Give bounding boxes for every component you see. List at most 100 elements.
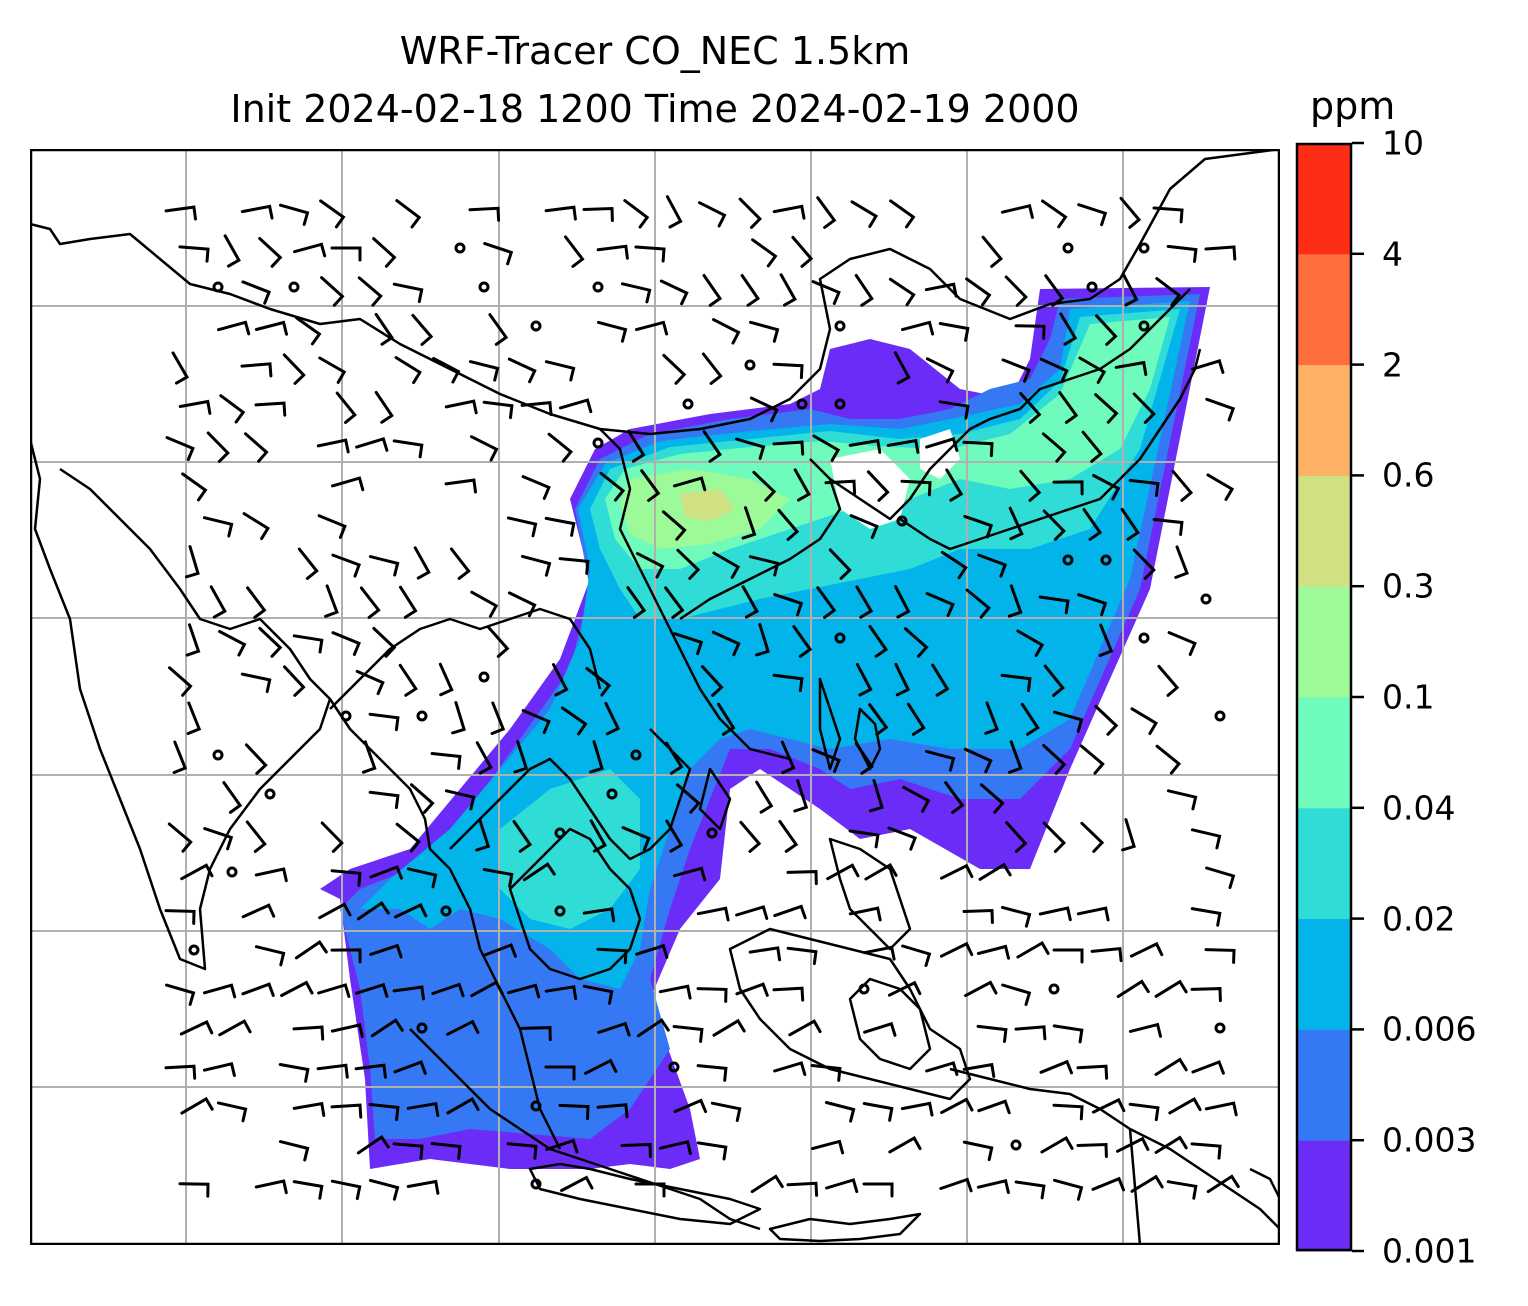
wind-barb (369, 943, 403, 959)
wind-barb (582, 206, 614, 222)
wind-barb (779, 273, 797, 307)
calm-wind-marker (896, 515, 908, 527)
wind-barb (395, 199, 422, 229)
wind-barb (178, 1182, 210, 1198)
wind-barb (925, 357, 955, 384)
wind-barb (673, 476, 707, 492)
wind-barb (468, 206, 501, 222)
wind-barb (976, 1024, 1008, 1043)
wind-barb (370, 1018, 404, 1038)
wind-barb (696, 1064, 728, 1082)
wind-barb (1007, 584, 1023, 618)
wind-barb (596, 947, 628, 965)
wind-barb (748, 946, 782, 962)
wind-barb (1205, 397, 1236, 422)
wind-barb (392, 439, 424, 459)
wind-barb (597, 320, 628, 343)
wind-barb (701, 665, 724, 697)
wind-barb (634, 1182, 666, 1198)
wind-barb (964, 980, 998, 998)
wind-barb (1005, 821, 1028, 853)
wind-barb (596, 244, 629, 260)
wind-barb (451, 701, 466, 735)
wind-barb (792, 625, 813, 658)
wind-barb (186, 701, 202, 735)
wind-barb (1019, 469, 1042, 502)
calm-wind-marker (454, 242, 466, 254)
colorbar-tick-label: 10 (1382, 123, 1424, 163)
wind-barb (359, 586, 381, 619)
wind-barb (245, 820, 267, 853)
wind-barb (582, 984, 614, 1005)
calm-wind-marker (1010, 1139, 1022, 1151)
wind-barb (665, 741, 684, 775)
wind-barb (717, 702, 736, 736)
wind-barb (906, 702, 926, 736)
wind-barb (640, 469, 661, 502)
wind-barb (278, 1063, 310, 1083)
wind-barb (1016, 629, 1045, 657)
wind-barb (490, 701, 506, 735)
wind-barb (369, 1178, 400, 1201)
wind-barb (675, 783, 701, 814)
wind-barb (206, 431, 230, 463)
wind-barb (1094, 704, 1119, 736)
wind-barb (202, 1061, 236, 1077)
wind-barb (1155, 744, 1182, 775)
wind-barb (1122, 273, 1139, 307)
wind-barb (1132, 548, 1156, 580)
calm-wind-marker (340, 710, 352, 722)
wind-barb (900, 479, 932, 497)
wind-barb (826, 863, 860, 881)
wind-barb (219, 394, 246, 424)
calm-wind-marker (706, 827, 718, 839)
wind-barb (976, 1178, 1010, 1194)
wind-barb (241, 280, 272, 305)
calm-wind-marker (530, 1178, 542, 1190)
colorbar-tick-label: 0.3 (1382, 566, 1435, 606)
wind-barb (886, 438, 920, 454)
calm-wind-marker (1100, 554, 1112, 566)
wind-barb (1019, 392, 1042, 424)
wind-barb (1001, 358, 1031, 383)
wind-barb (1114, 360, 1148, 376)
wind-barb (180, 1096, 214, 1115)
wind-barb (295, 316, 322, 346)
wind-barb (811, 748, 841, 773)
wind-barb (596, 1103, 629, 1119)
wind-barb (894, 585, 911, 619)
calm-wind-marker (416, 1022, 428, 1034)
wind-barb (393, 1060, 427, 1075)
wind-barb (1078, 356, 1107, 384)
wind-barb (482, 400, 514, 420)
wind-barb (738, 197, 763, 229)
wind-barb (963, 747, 993, 774)
wind-barb (855, 585, 874, 619)
wind-barb (812, 434, 841, 462)
wind-barb (544, 360, 576, 382)
wind-barb (659, 279, 689, 306)
wind-barb (696, 1141, 728, 1161)
calm-wind-marker (1062, 554, 1074, 566)
wind-barb (702, 274, 723, 307)
calm-wind-marker (834, 632, 846, 644)
colorbar-tick-label: 0.6 (1382, 455, 1435, 495)
calm-wind-marker (834, 398, 846, 410)
wind-barb (368, 1103, 400, 1121)
colorbar-segment (1296, 475, 1352, 587)
wind-barb (520, 1026, 552, 1042)
colorbar-segment (1296, 586, 1352, 698)
wind-barb (658, 1139, 692, 1155)
colorbar-segment (1296, 253, 1352, 366)
wind-barb (357, 276, 383, 307)
wind-barb (222, 781, 243, 814)
wind-barb (1155, 277, 1182, 307)
wind-barb (869, 779, 884, 813)
wind-barb (258, 237, 283, 268)
calm-wind-marker (592, 437, 604, 449)
wind-barb (1053, 710, 1084, 733)
wind-barb (561, 706, 588, 736)
wind-barb (165, 983, 196, 1006)
calm-wind-marker (530, 320, 542, 332)
colorbar-segment (1296, 1029, 1352, 1141)
